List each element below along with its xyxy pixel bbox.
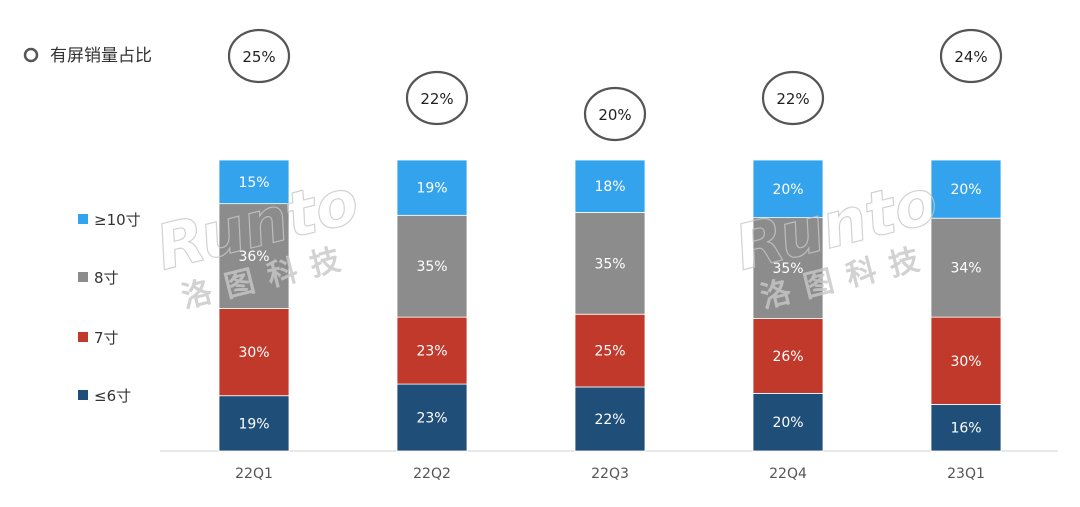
share-label: 22% xyxy=(776,90,809,108)
data-label: 20% xyxy=(950,182,981,198)
data-label: 35% xyxy=(594,256,625,272)
x-tick-label: 22Q3 xyxy=(591,466,629,482)
data-label: 23% xyxy=(416,411,447,427)
bar-segment xyxy=(396,159,468,216)
bar-segment xyxy=(930,217,1002,318)
bar-segment xyxy=(218,395,290,452)
bar-segment xyxy=(218,203,290,309)
data-label: 15% xyxy=(238,175,269,191)
chart-title: 有屏销量占比 xyxy=(50,46,152,66)
watermark-left: Runto 洛图科技 xyxy=(148,164,366,316)
data-label: 16% xyxy=(950,421,981,437)
bar-segment xyxy=(752,318,824,394)
bar-segment xyxy=(574,386,646,452)
bar-segment xyxy=(930,404,1002,452)
bar-segment xyxy=(930,159,1002,219)
bar-segment xyxy=(218,159,290,205)
share-circle xyxy=(583,86,647,142)
legend-swatch xyxy=(78,332,88,342)
data-label: 34% xyxy=(950,261,981,277)
x-tick-label: 23Q1 xyxy=(947,466,985,482)
share-circle xyxy=(227,28,291,84)
bar-segment xyxy=(574,211,646,315)
data-label: 26% xyxy=(772,349,803,365)
bar-segment xyxy=(396,214,468,318)
data-label: 20% xyxy=(772,182,803,198)
data-label: 22% xyxy=(594,412,625,428)
x-tick-label: 22Q2 xyxy=(413,466,451,482)
legend-swatch xyxy=(78,272,88,282)
screen-share-annotations: 25% 22% 20% 22% 24% xyxy=(227,28,1003,142)
legend-label: 8寸 xyxy=(94,269,119,287)
x-tick-labels: 22Q1 22Q2 22Q3 22Q4 23Q1 xyxy=(235,466,985,482)
data-label: 20% xyxy=(772,415,803,431)
bar-segment xyxy=(574,159,646,213)
legend: ≥10寸 8寸 7寸 ≤6寸 xyxy=(78,211,141,405)
legend-label: ≥10寸 xyxy=(94,211,141,229)
share-label: 24% xyxy=(954,48,987,66)
bar-segment xyxy=(574,313,646,388)
bar-segment xyxy=(752,217,824,319)
data-label: 35% xyxy=(772,261,803,277)
data-label: 35% xyxy=(416,259,447,275)
data-label: 25% xyxy=(594,344,625,360)
data-label: 19% xyxy=(238,416,269,432)
legend-swatch xyxy=(78,390,88,400)
data-label: 18% xyxy=(594,179,625,195)
bar-segment xyxy=(396,316,468,385)
data-label: 30% xyxy=(238,345,269,361)
share-circle xyxy=(761,70,825,126)
legend-swatch xyxy=(78,214,88,224)
data-label: 23% xyxy=(416,344,447,360)
x-tick-label: 22Q1 xyxy=(235,466,273,482)
legend-label: 7寸 xyxy=(94,329,119,347)
share-circle xyxy=(939,28,1003,84)
title-marker-icon xyxy=(23,47,39,63)
share-label: 20% xyxy=(598,106,631,124)
data-label: 19% xyxy=(416,181,447,197)
legend-label: ≤6寸 xyxy=(94,387,131,405)
bars-group: 19% 30% 36% 15% 23% 23% 35% 19% 22% 25% 35% 18% 20% 2… xyxy=(218,159,1002,452)
x-tick-label: 22Q4 xyxy=(769,466,807,482)
bar-segment xyxy=(218,308,290,397)
share-circle xyxy=(405,70,469,126)
bar-segment xyxy=(752,159,824,219)
share-label: 22% xyxy=(420,90,453,108)
data-label: 30% xyxy=(950,354,981,370)
bar-segment xyxy=(930,316,1002,405)
data-label: 36% xyxy=(238,249,269,265)
share-label: 25% xyxy=(242,48,275,66)
